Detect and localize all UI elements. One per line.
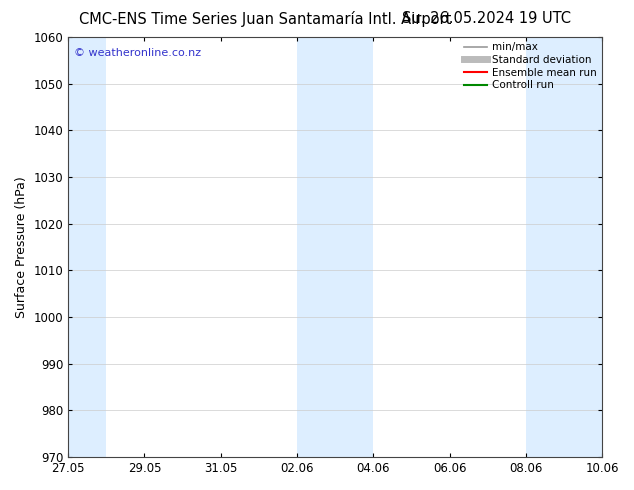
Text: © weatheronline.co.nz: © weatheronline.co.nz (74, 48, 200, 58)
Bar (297, 37, 373, 457)
Text: CMC-ENS Time Series Juan Santamaría Intl. Airport: CMC-ENS Time Series Juan Santamaría Intl… (79, 11, 451, 27)
Bar (526, 37, 604, 457)
Legend: min/max, Standard deviation, Ensemble mean run, Controll run: min/max, Standard deviation, Ensemble me… (461, 39, 600, 93)
Bar (67, 37, 107, 457)
Y-axis label: Surface Pressure (hPa): Surface Pressure (hPa) (15, 176, 28, 318)
Text: Su. 26.05.2024 19 UTC: Su. 26.05.2024 19 UTC (401, 11, 571, 26)
